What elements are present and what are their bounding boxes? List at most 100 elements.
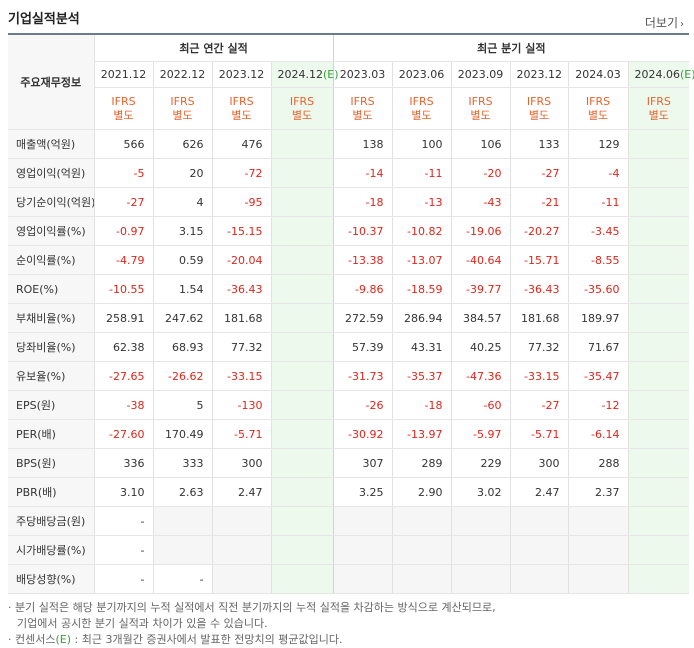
table-cell: -9.86	[332, 274, 393, 304]
table-cell: -21	[509, 187, 569, 217]
table-row: 배당성향(%) - -	[8, 564, 690, 594]
table-cell: -40.64	[450, 245, 511, 275]
table-cell: 3.15	[152, 216, 212, 246]
period-header: 2024.03	[567, 61, 629, 88]
period-header: 2024.06(E)	[627, 61, 694, 88]
table-row: PER(배) -27.60 170.49 -5.71 -30.92 -13.97 -5.97…	[8, 419, 690, 449]
table-cell	[152, 535, 212, 565]
ifrs-badge: IFRS 별도	[270, 87, 334, 130]
period-header: 2024.12(E)	[270, 61, 339, 88]
ifrs-label: IFRS	[409, 94, 434, 108]
table-cell	[270, 216, 334, 246]
table-cell	[627, 332, 690, 362]
table-cell: -10.37	[332, 216, 393, 246]
table-cell: -35.60	[567, 274, 629, 304]
ifrs-badge: IFRS 별도	[152, 87, 212, 130]
table-cell: 68.93	[152, 332, 212, 362]
table-cell: -10.82	[391, 216, 452, 246]
table-cell: -20.27	[509, 216, 569, 246]
table-cell: 77.32	[509, 332, 569, 362]
note-line-2: 기업에서 공시한 분기 실적과 차이가 있을 수 있습니다.	[17, 617, 268, 630]
table-cell: -27.60	[93, 419, 153, 449]
period-label: 2023.09	[457, 68, 504, 81]
ifrs-label: IFRS	[289, 94, 315, 108]
ifrs-label: IFRS	[350, 94, 375, 108]
table-row: 당좌비율(%) 62.38 68.93 77.32 57.39 43.31 40.25 77.…	[8, 332, 690, 362]
table-cell	[270, 390, 334, 420]
table-cell: 5	[152, 390, 212, 420]
table-cell	[627, 535, 690, 565]
ifrs-label: IFRS	[526, 94, 552, 108]
table-cell: -36.43	[509, 274, 569, 304]
table-cell	[627, 274, 690, 304]
table-cell: 133	[509, 129, 569, 159]
table-cell: -43	[450, 187, 511, 217]
table-cell	[627, 390, 690, 420]
row-label: PER(배)	[8, 419, 94, 449]
table-cell: -8.55	[567, 245, 629, 275]
table-cell	[509, 564, 569, 594]
table-cell	[627, 361, 690, 391]
table-cell: 272.59	[332, 303, 393, 333]
row-label: 영업이익(억원)	[8, 158, 94, 188]
ifrs-badge: IFRS 별도	[211, 87, 271, 130]
footnotes: · 분기 실적은 해당 분기까지의 누적 실적에서 직전 분기까지의 누적 실적…	[8, 600, 496, 648]
ifrs-label: IFRS	[646, 94, 671, 108]
ifrs-label: IFRS	[111, 94, 136, 108]
table-cell: -	[93, 506, 153, 536]
table-cell: 2.47	[211, 477, 271, 507]
table-cell	[391, 535, 452, 565]
table-cell	[270, 274, 334, 304]
table-cell: -72	[211, 158, 271, 188]
more-label: 더보기	[644, 16, 678, 30]
row-label: 배당성향(%)	[8, 564, 94, 594]
table-cell: 3.02	[450, 477, 511, 507]
table-cell	[270, 361, 334, 391]
table-cell: 71.67	[567, 332, 629, 362]
table-cell: 333	[152, 448, 212, 478]
ifrs-label: IFRS	[468, 94, 493, 108]
table-cell: 106	[450, 129, 511, 159]
more-link[interactable]: 더보기 ›	[645, 14, 684, 31]
note-line-1: · 분기 실적은 해당 분기까지의 누적 실적에서 직전 분기까지의 누적 실적…	[8, 601, 496, 614]
table-row: EPS(원) -38 5 -130 -26 -18 -60 -27 -12	[8, 390, 690, 420]
period-label: 2024.06	[634, 68, 681, 81]
table-cell: -0.97	[93, 216, 153, 246]
table-cell	[270, 419, 334, 449]
table-cell: -5.71	[211, 419, 271, 449]
table-cell	[211, 535, 271, 565]
table-cell: 181.68	[211, 303, 271, 333]
period-header: 2023.12	[211, 61, 271, 88]
table-cell: 300	[211, 448, 271, 478]
table-row: 영업이익(억원) -5 20 -72 -14 -11 -20 -27 -4	[8, 158, 690, 188]
table-cell: 626	[152, 129, 212, 159]
table-cell: -14	[332, 158, 393, 188]
row-label: 순이익률(%)	[8, 245, 94, 275]
table-cell: -11	[391, 158, 452, 188]
table-cell	[391, 506, 452, 536]
table-cell: -15.15	[211, 216, 271, 246]
table-cell: -	[93, 564, 153, 594]
table-cell: -5	[93, 158, 153, 188]
table-row: 유보율(%) -27.65 -26.62 -33.15 -31.73 -35.37 -47.…	[8, 361, 690, 391]
note-estimate-mark: (E)	[55, 633, 72, 646]
row-label: BPS(원)	[8, 448, 94, 478]
table-cell	[509, 506, 569, 536]
table-cell: -3.45	[567, 216, 629, 246]
table-cell	[627, 477, 690, 507]
note-consensus-label: · 컨센서스	[8, 633, 56, 646]
chevron-right-icon: ›	[680, 19, 684, 30]
table-cell: 384.57	[450, 303, 511, 333]
table-cell	[627, 419, 690, 449]
table-cell: -20	[450, 158, 511, 188]
table-cell	[270, 158, 334, 188]
table-cell: -13.38	[332, 245, 393, 275]
ifrs-badge: IFRS 별도	[627, 87, 690, 130]
table-cell: 62.38	[93, 332, 153, 362]
table-cell: -60	[450, 390, 511, 420]
separate-label: 별도	[352, 108, 373, 122]
table-cell: 229	[450, 448, 511, 478]
table-cell: 20	[152, 158, 212, 188]
table-cell: -12	[567, 390, 629, 420]
table-cell: -20.04	[211, 245, 271, 275]
